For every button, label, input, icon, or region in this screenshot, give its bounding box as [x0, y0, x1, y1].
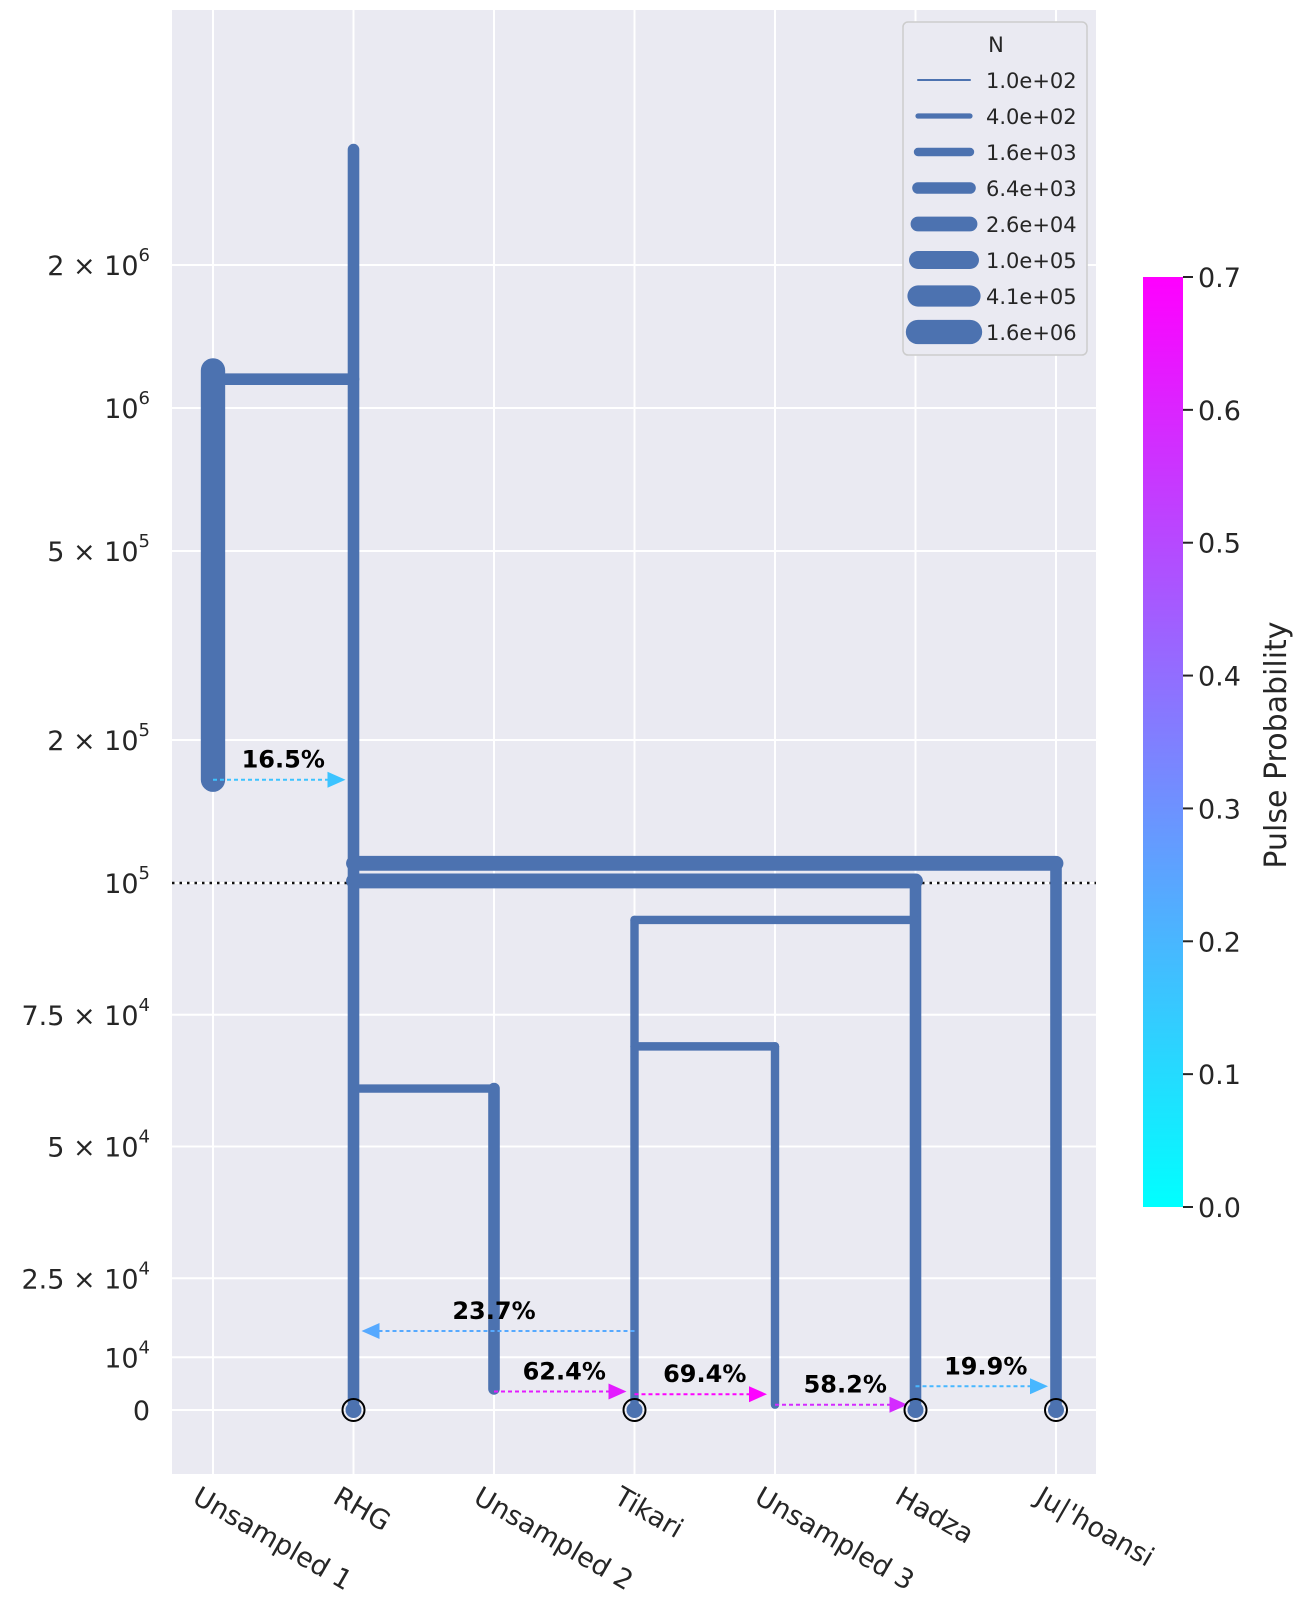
- pulse-label: 58.2%: [804, 1371, 887, 1399]
- colorbar-tick-label: 0.0: [1198, 1193, 1241, 1224]
- legend: N 1.0e+02 4.0e+02 1.6e+03 6.4e+03 2.6e+04 1.0…: [902, 21, 1088, 356]
- legend-label: 2.6e+04: [986, 213, 1077, 237]
- pulse-label: 19.9%: [944, 1352, 1027, 1380]
- x-tick-label: Ju|'hoansi: [1029, 1480, 1159, 1573]
- legend-label: 1.6e+03: [986, 141, 1077, 165]
- colorbar-gradient: [1143, 277, 1183, 1207]
- y-tick-label: 106: [104, 388, 150, 425]
- x-tick-label: Tikari: [608, 1481, 688, 1545]
- colorbar-tick-label: 0.5: [1198, 529, 1241, 560]
- colorbar-tick-label: 0.6: [1198, 396, 1241, 427]
- pulse-arrowhead: [749, 1386, 767, 1403]
- pulse-arrowhead: [327, 771, 346, 788]
- legend-label: 4.1e+05: [986, 285, 1077, 309]
- pulse-arrowhead: [1030, 1378, 1048, 1395]
- legend-title: N: [988, 33, 1004, 57]
- y-tick-label: 2 × 105: [47, 720, 150, 757]
- legend-label: 1.0e+02: [986, 69, 1077, 93]
- legend-label: 4.0e+02: [986, 105, 1077, 129]
- y-tick-label: 2 × 106: [47, 245, 150, 282]
- colorbar-tick-label: 0.1: [1198, 1060, 1241, 1091]
- legend-label: 1.0e+05: [986, 249, 1077, 273]
- sample-dot-tikari: [626, 1402, 643, 1418]
- sample-dot-hadza: [907, 1402, 924, 1418]
- sample-ring-ju-hoansi: [1044, 1398, 1068, 1422]
- colorbar-label: Pulse Probability: [1259, 621, 1294, 868]
- colorbar-tick-label: 0.7: [1198, 263, 1241, 294]
- x-tick-label: Unsampled 3: [750, 1481, 920, 1597]
- branches: [200, 143, 1064, 1416]
- y-tick-label: 5 × 104: [47, 1127, 150, 1164]
- legend-label: 6.4e+03: [986, 177, 1077, 201]
- legend-label: 1.6e+06: [986, 321, 1077, 345]
- pulse-label: 16.5%: [242, 746, 325, 774]
- x-tick-label: Unsampled 2: [469, 1481, 639, 1597]
- y-tick-label: 2.5 × 104: [21, 1258, 150, 1295]
- y-tick-label: 5 × 105: [47, 531, 150, 568]
- sample-markers: [341, 1398, 1068, 1422]
- y-tick-label: 104: [104, 1337, 150, 1374]
- colorbar: 0.0 0.1 0.2 0.3 0.4 0.5 0.6 0.7 Pulse Probabili…: [1143, 263, 1294, 1224]
- x-tick-label: RHG: [328, 1481, 395, 1538]
- pulses: 16.5% 23.7% 62.4% 69.4% 58.2% 19.9%: [213, 746, 1048, 1413]
- pulse-arrowhead: [608, 1383, 627, 1400]
- colorbar-tick-label: 0.3: [1198, 794, 1241, 825]
- sample-dot-ju-hoansi: [1048, 1402, 1064, 1418]
- pulse-label: 69.4%: [663, 1360, 746, 1388]
- y-tick-label: 0: [133, 1396, 150, 1427]
- y-tick-label: 7.5 × 104: [21, 995, 150, 1032]
- x-tick-label: Hadza: [890, 1481, 979, 1550]
- sample-ring-tikari: [622, 1398, 647, 1422]
- sample-ring-hadza: [903, 1398, 928, 1422]
- y-tick-label: 105: [104, 863, 150, 900]
- pulse-arrowhead: [889, 1396, 908, 1413]
- pulse-arrowhead: [361, 1322, 380, 1339]
- sample-dot-rhg: [345, 1402, 362, 1418]
- pulse-label: 62.4%: [523, 1358, 606, 1386]
- colorbar-tick-label: 0.4: [1198, 662, 1241, 693]
- sample-ring-rhg: [341, 1398, 366, 1422]
- pulse-label: 23.7%: [452, 1297, 535, 1325]
- colorbar-tick-label: 0.2: [1198, 927, 1241, 958]
- x-tick-label: Unsampled 1: [188, 1481, 358, 1597]
- legend-box: [902, 21, 1088, 356]
- y-axis: 0 104 2.5 × 104 5 × 104 7.5 × 104 105 2 × 105 5…: [21, 245, 150, 1427]
